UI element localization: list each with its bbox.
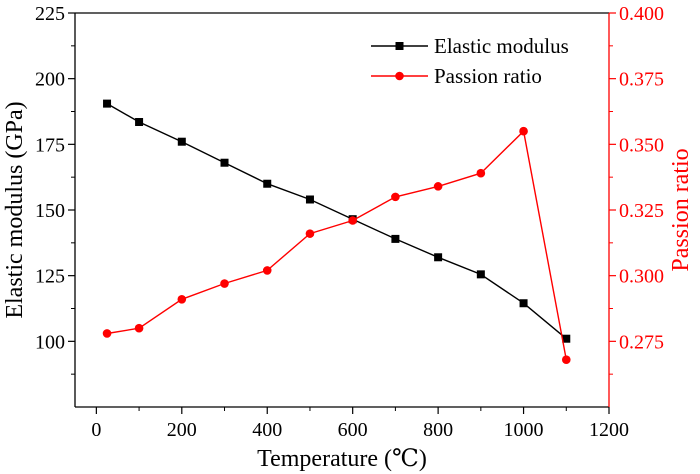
x-axis-title: Temperature (℃)	[257, 446, 427, 472]
passion-ratio-point	[177, 295, 187, 304]
passion-ratio-point	[561, 355, 571, 365]
passion-ratio-point	[220, 279, 229, 288]
passion-ratio-line	[106, 129, 567, 360]
elastic-modulus-point	[220, 158, 229, 167]
passion-ratio-point	[391, 192, 400, 202]
legend-elastic-modulus-marker	[395, 42, 404, 50]
elastic-modulus-point	[562, 334, 571, 343]
y2-axis-title: Passion ratio	[668, 148, 694, 271]
x-tick-label: 800	[423, 419, 453, 441]
y-tick-label: 175	[35, 134, 65, 156]
y-tick-label: 125	[35, 266, 65, 288]
elastic-modulus-point	[434, 253, 443, 262]
x-tick-label: 600	[338, 419, 368, 441]
y2-tick-label: 0.350	[619, 134, 664, 156]
x-tick-label: 200	[167, 419, 197, 441]
legend-passion-ratio-label: Passion ratio	[434, 64, 542, 88]
legend-passion-ratio-marker	[395, 71, 404, 81]
y-tick-label: 225	[35, 3, 65, 25]
elastic-modulus-point	[177, 137, 186, 146]
y-tick-label: 200	[35, 69, 65, 91]
passion-ratio-point	[134, 323, 144, 333]
y-axis-title: Elastic modulus (GPa)	[2, 101, 28, 318]
x-tick-label: 1000	[504, 419, 544, 441]
x-tick-label: 0	[91, 419, 101, 441]
axis-ticks: 0 200 400 600 800 1000 1200 100 125 150 175 200 225 0…	[35, 3, 664, 441]
passion-ratio-point	[305, 229, 315, 238]
y2-tick-label: 0.300	[619, 266, 664, 288]
passion-ratio-point	[476, 168, 486, 178]
passion-ratio-point	[433, 182, 443, 191]
y2-tick-label: 0.275	[619, 331, 664, 353]
series-layer	[102, 99, 571, 365]
elastic-modulus-point	[135, 118, 144, 127]
x-tick-label: 1200	[589, 419, 629, 441]
elastic-modulus-point	[476, 270, 485, 279]
axis-labels: Temperature (℃) Elastic modulus (GPa) Pa…	[2, 101, 694, 472]
elastic-modulus-point	[263, 179, 272, 188]
legend-elastic-modulus-label: Elastic modulus	[434, 34, 569, 58]
legend: Elastic modulus Passion ratio	[371, 34, 569, 88]
elastic-modulus-point	[305, 195, 314, 204]
elastic-modulus-line	[106, 102, 567, 340]
x-tick-label: 400	[252, 419, 282, 441]
y-tick-label: 100	[35, 331, 65, 353]
passion-ratio-point	[519, 126, 528, 136]
passion-ratio-point	[348, 216, 357, 225]
elastic-modulus-point	[103, 99, 112, 108]
elastic-modulus-point	[391, 234, 400, 243]
y2-tick-label: 0.400	[619, 3, 664, 25]
elastic-modulus-point	[519, 299, 528, 308]
y2-tick-label: 0.325	[619, 200, 664, 222]
y-tick-label: 150	[35, 200, 65, 222]
passion-ratio-point	[102, 329, 112, 338]
passion-ratio-point	[262, 266, 272, 275]
y2-tick-label: 0.375	[619, 69, 664, 91]
